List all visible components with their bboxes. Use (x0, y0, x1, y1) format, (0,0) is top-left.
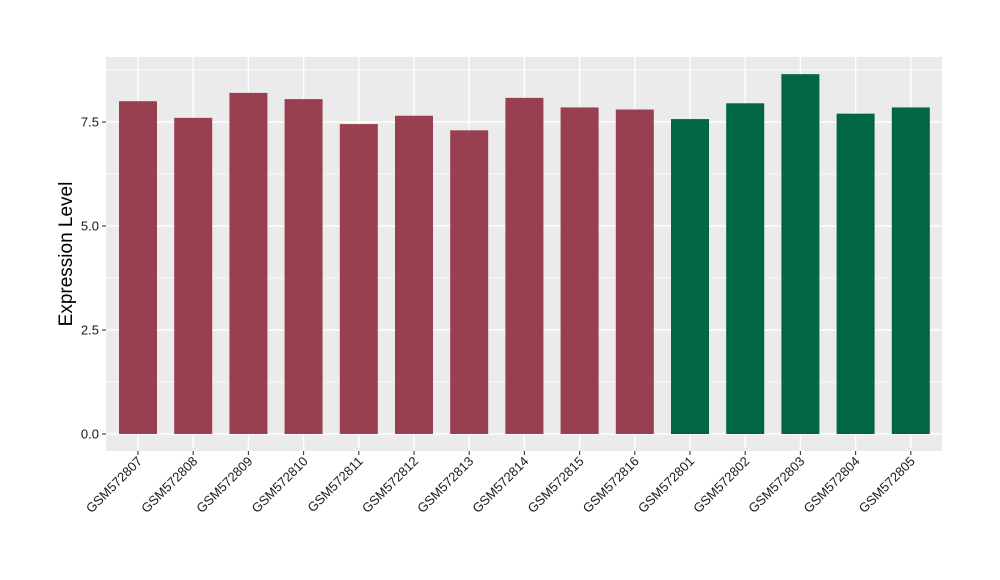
y-tick-label: 5.0 (81, 219, 99, 234)
bar-GSM572810 (284, 99, 323, 435)
x-tick-label: GSM572804 (800, 454, 862, 516)
bar-GSM572809 (229, 92, 268, 434)
x-tick-label: GSM572816 (580, 454, 642, 516)
x-tick-label: GSM572812 (359, 454, 421, 516)
y-axis: 0.0 2.5 5.0 7.5 (81, 115, 106, 442)
x-tick-label: GSM572805 (856, 454, 918, 516)
x-tick-label: GSM572807 (83, 454, 145, 516)
x-tick-label: GSM572813 (414, 454, 476, 516)
bars (119, 74, 930, 435)
bar-GSM572807 (119, 101, 157, 434)
bar-GSM572815 (560, 107, 599, 434)
bar-GSM572803 (781, 74, 820, 434)
bar-GSM572813 (450, 130, 489, 434)
bar-GSM572814 (505, 97, 544, 434)
y-axis-title: Expression Level (56, 182, 77, 327)
bar-GSM572808 (174, 117, 213, 434)
x-tick-label: GSM572814 (469, 454, 531, 516)
x-axis: GSM572807GSM572808GSM572809GSM572810GSM5… (83, 451, 918, 516)
bar-GSM572811 (339, 124, 378, 434)
x-tick-label: GSM572811 (304, 454, 366, 516)
y-tick-label: 2.5 (81, 323, 99, 338)
y-tick-label: 0.0 (81, 427, 99, 442)
y-tick-label: 7.5 (81, 115, 99, 130)
bar-GSM572805 (891, 107, 930, 434)
bar-GSM572802 (726, 103, 765, 434)
x-tick-label: GSM572801 (635, 454, 697, 516)
x-tick-label: GSM572808 (138, 454, 200, 516)
x-tick-label: GSM572810 (248, 454, 310, 516)
x-tick-label: GSM572802 (690, 454, 752, 516)
x-tick-label: GSM572803 (745, 454, 807, 516)
bar-GSM572801 (671, 119, 709, 434)
x-tick-label: GSM572815 (524, 454, 586, 516)
bar-GSM572804 (836, 113, 875, 435)
bar-GSM572812 (395, 115, 433, 434)
bar-GSM572816 (615, 109, 654, 435)
x-tick-label: GSM572809 (193, 454, 255, 516)
